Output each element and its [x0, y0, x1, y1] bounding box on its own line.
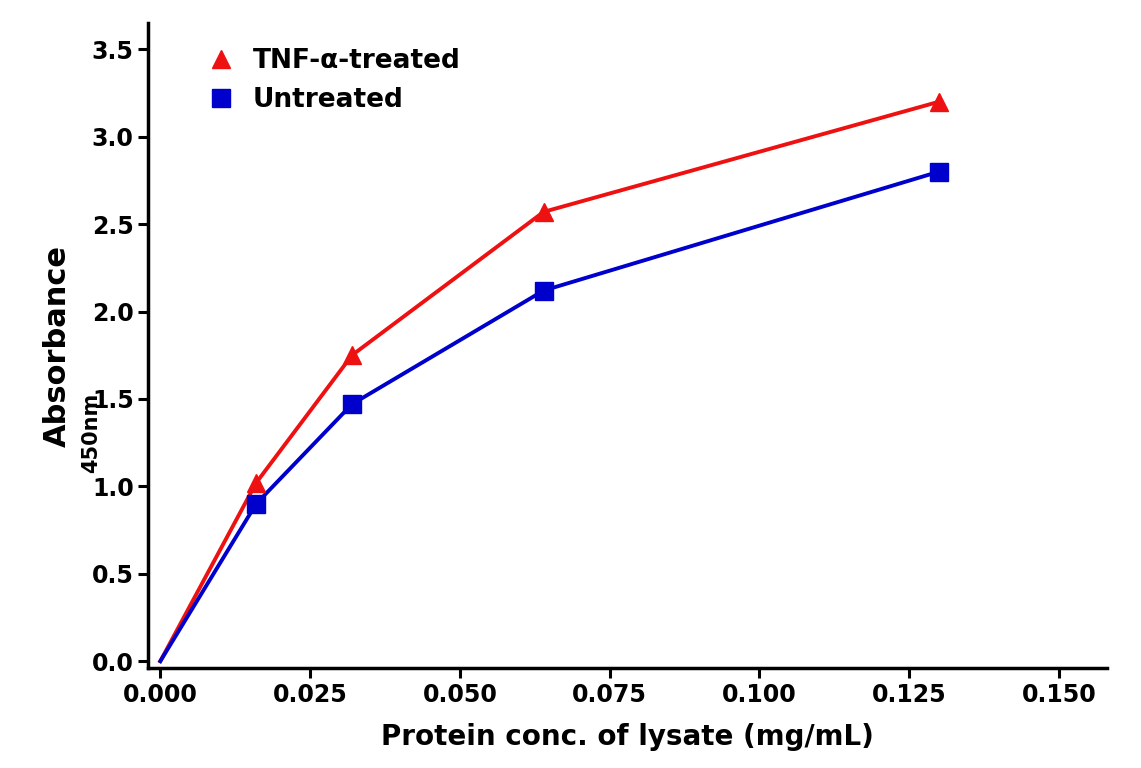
Legend: TNF-α-treated, Untreated: TNF-α-treated, Untreated: [200, 43, 466, 118]
Untreated: [346, 399, 359, 409]
Untreated: [932, 167, 946, 176]
TNF-α-treated: [250, 478, 264, 488]
TNF-α-treated: [346, 351, 359, 360]
Untreated: [537, 286, 551, 295]
TNF-α-treated: [537, 207, 551, 217]
X-axis label: Protein conc. of lysate (mg/mL): Protein conc. of lysate (mg/mL): [381, 723, 874, 751]
Untreated: [250, 499, 264, 508]
TNF-α-treated: [932, 97, 946, 106]
Line: Untreated: Untreated: [248, 163, 948, 513]
Text: Absorbance: Absorbance: [42, 244, 72, 447]
Text: 450nm: 450nm: [81, 392, 100, 473]
Line: TNF-α-treated: TNF-α-treated: [248, 93, 948, 492]
